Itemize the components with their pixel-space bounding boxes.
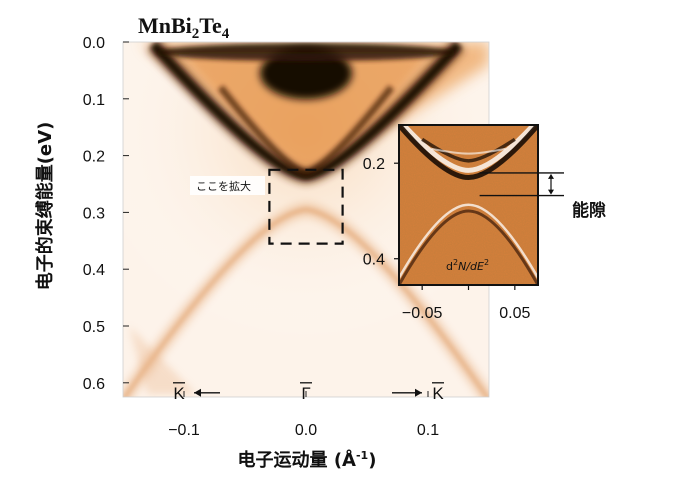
gap-label: 能隙 (572, 200, 606, 221)
y-tick-label: 0.6 (83, 376, 105, 393)
k-arrow-head (194, 388, 201, 397)
k-point-label: K (173, 384, 185, 403)
x-axis-label: 电子运动量 (Å-1) (238, 448, 377, 471)
inset-label-d: d (446, 260, 453, 273)
y-tick-label: 0.2 (83, 149, 105, 166)
x-tick-label: 0.1 (417, 422, 439, 439)
inset-label-mid: N/d (458, 260, 478, 273)
inset-label-sup2: 2 (484, 258, 489, 267)
title-main: MnBi (138, 13, 192, 38)
y-tick-label: 0.1 (83, 92, 105, 109)
inset-axes: −0.05 0.05 0.2 0.4 (363, 156, 531, 322)
main-axes: −0.1 0.0 0.1 0.0 0.1 0.2 0.3 0.4 0.5 0.6 K Γ K (83, 35, 445, 439)
top-band (156, 43, 456, 62)
inset-inner-band-white (431, 147, 506, 155)
inset-lower-band-dark (399, 209, 538, 285)
title-sub1: 2 (192, 26, 200, 42)
inset-lower-band-white (399, 203, 538, 279)
x-axis-label-end: ) (368, 450, 376, 471)
x-axis-label-main: 电子运动量 (Å (238, 448, 356, 471)
title-mid: Te (199, 13, 222, 38)
upper-band-inner (217, 85, 395, 177)
y-tick-label: 0.3 (83, 205, 105, 222)
gap-arrow-head-down (548, 189, 554, 195)
inset-upper-band-white (401, 125, 536, 173)
gap-annotation (479, 172, 564, 197)
y-tick-label: 0.0 (83, 35, 105, 52)
y-axis-label: 电子的束缚能量(eV) (34, 122, 56, 291)
gap-arrow-head-up (548, 173, 554, 179)
y-tick-label: 0.5 (83, 319, 105, 336)
inset-y-tick-label: 0.4 (363, 252, 385, 269)
zoom-box-label: ここを拡大 (196, 179, 251, 193)
gamma-point-label: Γ (301, 384, 310, 403)
upper-band-interior (184, 53, 428, 170)
y-tick-label: 0.4 (83, 262, 105, 279)
inset-label-E: E (477, 260, 484, 273)
lower-band-core (123, 207, 489, 397)
edge-band (129, 326, 197, 395)
x-axis-label-sup: -1 (356, 449, 368, 462)
x-tick-label: 0.0 (295, 422, 317, 439)
inset-label: d2N/dE2 (446, 258, 489, 273)
zoom-label-bg (190, 176, 265, 195)
chart-title: MnBi2Te4 (138, 13, 230, 42)
inset-x-tick-label: 0.05 (499, 305, 530, 322)
title-sub2: 4 (222, 26, 230, 42)
inset-upper-band-dark (399, 125, 538, 181)
inset-heatmap (399, 125, 538, 285)
inset-x-tick-label: −0.05 (402, 305, 443, 322)
x-tick-label: −0.1 (168, 422, 200, 439)
zoom-box (268, 168, 344, 245)
k-arrow-head (415, 388, 422, 397)
k-point-label: K (432, 384, 444, 403)
inset-label-sup1: 2 (453, 258, 458, 267)
inset-y-tick-label: 0.2 (363, 156, 385, 173)
